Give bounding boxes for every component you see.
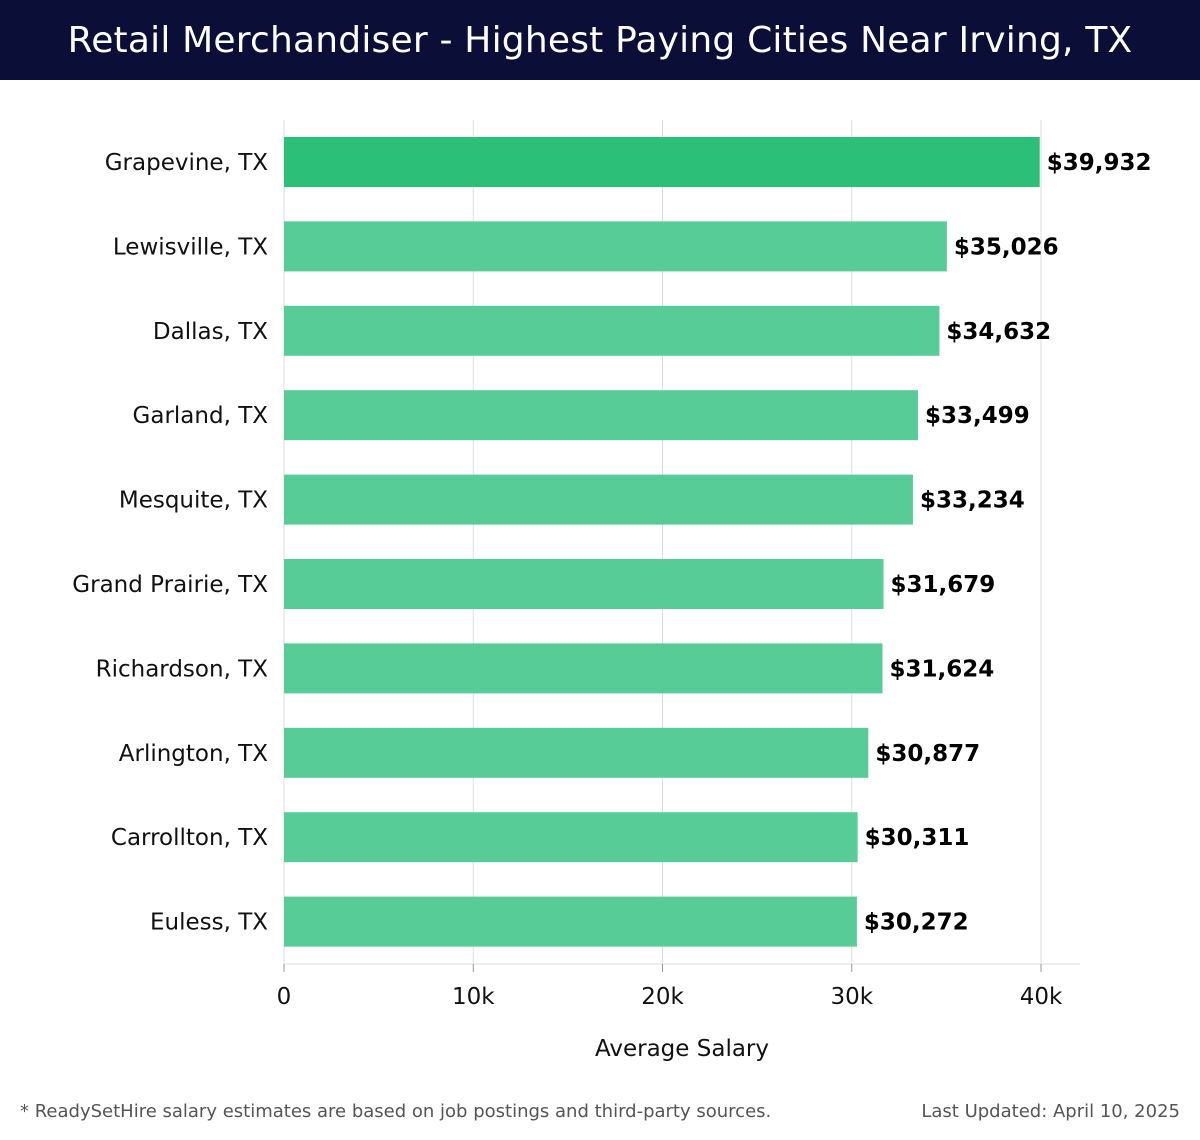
- category-label: Carrollton, TX: [111, 825, 268, 851]
- value-label: $39,932: [1047, 150, 1152, 176]
- category-label: Dallas, TX: [153, 319, 268, 345]
- category-label: Grapevine, TX: [105, 150, 269, 176]
- bar-chart: Grapevine, TX $39,932 Lewisville, TX $35,02…: [72, 120, 1152, 1062]
- value-label: $31,679: [891, 572, 996, 598]
- bar: [284, 727, 869, 778]
- value-label: $30,311: [865, 825, 970, 851]
- category-label: Mesquite, TX: [119, 488, 268, 514]
- category-label: Euless, TX: [150, 910, 268, 936]
- bar: [284, 390, 918, 441]
- value-label: $34,632: [946, 319, 1051, 345]
- x-tick-label: 20k: [641, 984, 684, 1010]
- x-tick-label: 10k: [452, 984, 495, 1010]
- chart-header: Retail Merchandiser - Highest Paying Cit…: [0, 0, 1200, 80]
- value-label: $30,272: [864, 910, 969, 936]
- category-label: Arlington, TX: [119, 741, 268, 767]
- category-label: Grand Prairie, TX: [72, 572, 268, 598]
- bar: [284, 559, 884, 609]
- x-tick-label: 40k: [1020, 984, 1063, 1010]
- x-tick-label: 0: [277, 984, 292, 1010]
- last-updated: Last Updated: April 10, 2025: [921, 1101, 1180, 1122]
- chart-title: Retail Merchandiser - Highest Paying Cit…: [67, 19, 1133, 61]
- bar: [284, 221, 947, 272]
- value-label: $35,026: [954, 234, 1059, 260]
- footer-note: * ReadySetHire salary estimates are base…: [20, 1101, 772, 1122]
- bar: [284, 896, 857, 947]
- value-label: $33,499: [925, 403, 1030, 429]
- x-axis-title: Average Salary: [595, 1036, 769, 1062]
- bar: [284, 643, 883, 694]
- value-label: $33,234: [920, 488, 1025, 514]
- category-label: Richardson, TX: [96, 656, 269, 682]
- category-label: Lewisville, TX: [113, 234, 268, 260]
- bar: [284, 812, 858, 863]
- bar: [284, 474, 913, 525]
- value-label: $30,877: [875, 741, 980, 767]
- bar: [284, 305, 940, 356]
- bar: [284, 137, 1040, 187]
- value-label: $31,624: [889, 656, 994, 682]
- x-tick-label: 30k: [830, 984, 873, 1010]
- category-label: Garland, TX: [133, 403, 269, 429]
